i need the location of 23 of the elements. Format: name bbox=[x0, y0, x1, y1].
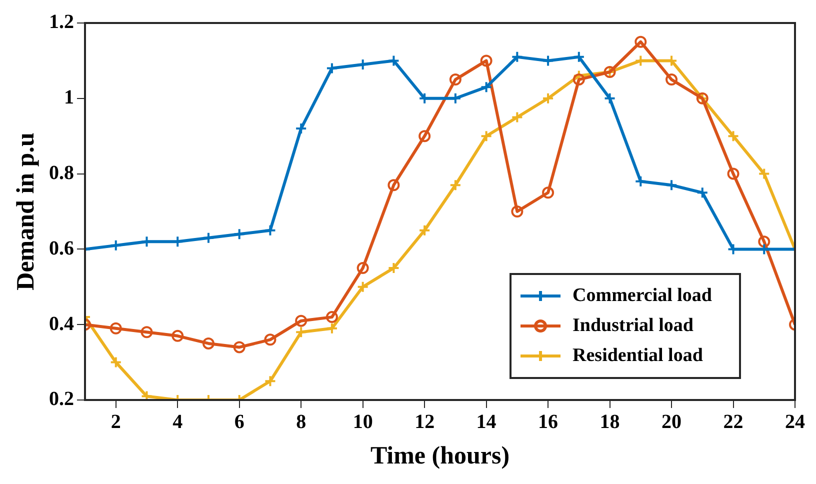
x-tick-label: 18 bbox=[600, 411, 620, 434]
x-tick-label: 4 bbox=[172, 411, 183, 434]
x-tick-label: 14 bbox=[476, 411, 496, 434]
x-tick-label: 16 bbox=[538, 411, 558, 434]
x-tick-label: 20 bbox=[662, 411, 682, 434]
y-tick-label: 0.8 bbox=[49, 162, 74, 184]
y-tick-label: 0.2 bbox=[49, 388, 74, 410]
x-tick-label: 22 bbox=[723, 411, 744, 434]
y-tick-label: 0.6 bbox=[49, 237, 74, 260]
x-tick-label: 12 bbox=[414, 411, 435, 434]
y-axis-title: Demand in p.u bbox=[12, 132, 40, 290]
y-tick-label: 1.2 bbox=[49, 11, 74, 34]
legend-label: Commercial load bbox=[572, 284, 712, 306]
legend-label: Residential load bbox=[572, 344, 704, 366]
y-tick-label: 0.4 bbox=[49, 312, 74, 335]
x-tick-label: 24 bbox=[785, 411, 805, 434]
x-tick-label: 6 bbox=[234, 411, 244, 434]
x-tick-label: 10 bbox=[352, 411, 373, 434]
x-axis-title: Time (hours) bbox=[370, 442, 510, 470]
y-tick-label: 1 bbox=[64, 86, 74, 109]
legend-label: Industrial load bbox=[572, 314, 694, 336]
x-tick-label: 2 bbox=[110, 411, 121, 434]
x-tick-label: 8 bbox=[296, 411, 306, 434]
